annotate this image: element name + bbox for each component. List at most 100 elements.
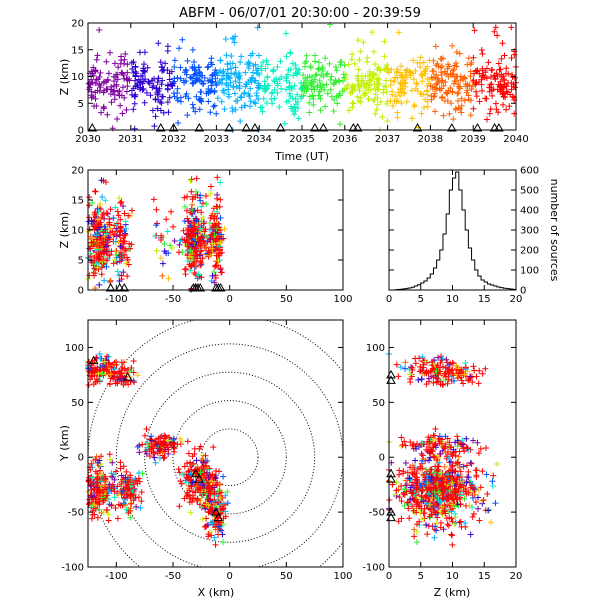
source-point — [291, 82, 298, 89]
x-tick-label: 5 — [418, 571, 424, 582]
source-point — [108, 83, 115, 90]
source-point — [401, 438, 408, 445]
source-point — [122, 218, 129, 225]
source-point — [400, 77, 407, 84]
source-point — [470, 363, 477, 370]
source-point — [467, 531, 474, 538]
source-point — [369, 29, 376, 36]
source-point — [415, 376, 422, 383]
source-point — [383, 88, 390, 95]
source-point — [443, 90, 450, 97]
y-tick-label: 200 — [520, 246, 539, 257]
source-point — [176, 241, 183, 248]
source-point — [398, 62, 405, 69]
source-point — [440, 82, 447, 89]
source-point — [157, 59, 164, 66]
source-point — [342, 76, 349, 83]
source-point — [355, 37, 362, 44]
source-point — [449, 469, 456, 476]
source-point — [123, 490, 130, 497]
source-point — [159, 77, 166, 84]
source-point — [213, 252, 220, 259]
source-point — [220, 473, 227, 480]
source-point — [438, 357, 445, 364]
source-point — [476, 98, 483, 105]
station-marker — [241, 122, 252, 132]
source-point — [503, 65, 510, 72]
source-point — [474, 439, 481, 446]
source-point — [130, 486, 137, 493]
source-point — [200, 466, 207, 473]
source-point — [444, 435, 451, 442]
source-point — [217, 239, 224, 246]
source-point — [195, 235, 202, 242]
x-tick-label: 2040 — [503, 134, 528, 145]
source-point — [310, 101, 317, 108]
source-point — [99, 370, 106, 377]
source-point — [488, 81, 495, 88]
source-point — [485, 507, 492, 514]
source-point — [404, 481, 411, 488]
y-tick-label: 20 — [71, 166, 84, 177]
source-point — [260, 95, 267, 102]
source-point — [470, 54, 477, 61]
source-point — [217, 494, 224, 501]
source-point — [117, 102, 124, 109]
source-point — [203, 244, 210, 251]
x-tick-label: -50 — [165, 571, 181, 582]
source-point — [96, 80, 103, 87]
x-tick-label: 2032 — [161, 134, 186, 145]
source-point — [115, 64, 122, 71]
source-point — [495, 60, 502, 67]
source-point — [392, 93, 399, 100]
source-point — [90, 239, 97, 246]
source-point — [175, 120, 182, 126]
source-point — [122, 231, 129, 238]
y-tick-label: -100 — [61, 563, 84, 574]
source-point — [185, 95, 192, 102]
source-point — [489, 92, 496, 99]
source-point — [421, 68, 428, 75]
source-point — [168, 68, 175, 75]
source-point — [242, 69, 249, 76]
x-tick-label: 2038 — [418, 134, 443, 145]
source-point — [254, 24, 261, 31]
source-point — [154, 89, 161, 96]
time-height-panel: 2030 2031 2032 2033 2034 2035 2036 2037 2038 2039… — [58, 19, 529, 164]
source-point — [278, 85, 285, 92]
source-point — [86, 214, 93, 221]
source-point — [234, 97, 241, 104]
source-point — [446, 487, 453, 494]
source-point — [186, 487, 193, 494]
source-point — [131, 486, 138, 493]
source-point — [184, 193, 191, 200]
source-point — [420, 486, 427, 493]
range-rings — [88, 320, 343, 567]
source-point — [442, 79, 449, 86]
source-point — [209, 61, 216, 68]
source-point — [466, 82, 473, 89]
source-point — [115, 491, 122, 498]
source-point — [447, 458, 454, 465]
source-point — [411, 103, 418, 110]
source-point — [106, 451, 113, 458]
source-point — [409, 503, 416, 510]
source-point — [153, 247, 160, 254]
source-point — [97, 461, 104, 468]
source-point — [103, 353, 110, 360]
source-point — [454, 90, 461, 97]
source-point — [93, 56, 100, 63]
source-point — [271, 87, 278, 94]
z-y-ticks: 0 5 10 15 20 -100 -50 0 50 100 — [362, 320, 522, 582]
y-tick-label: 0 — [78, 286, 84, 297]
source-point — [307, 64, 314, 71]
source-point — [182, 271, 189, 278]
source-point — [127, 514, 134, 521]
source-point — [322, 103, 329, 110]
source-point — [131, 125, 138, 132]
source-point — [291, 104, 298, 111]
x-tick-label: 2033 — [204, 134, 229, 145]
source-point — [154, 105, 161, 112]
source-point — [444, 496, 451, 503]
source-point — [351, 83, 358, 90]
